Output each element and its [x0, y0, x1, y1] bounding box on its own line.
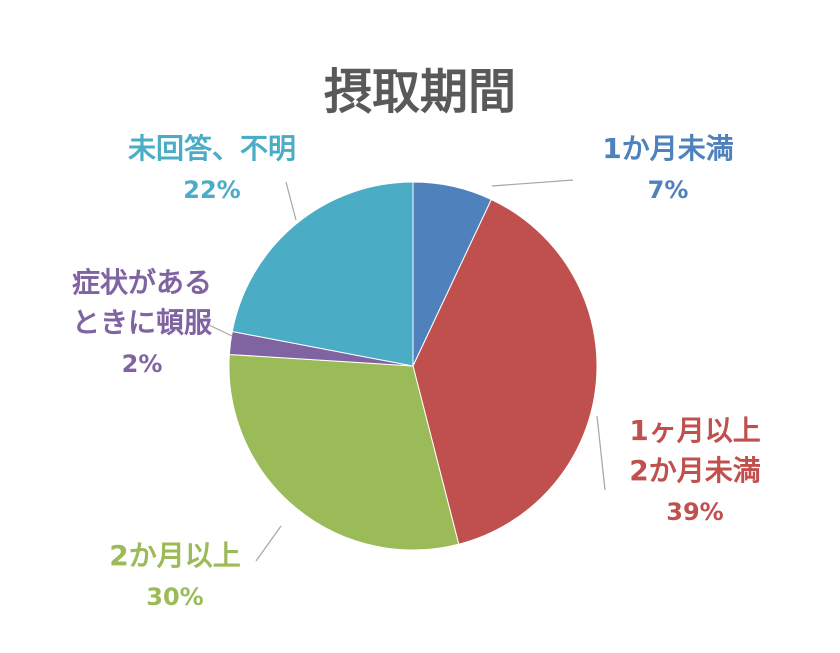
leader-line-2	[596, 415, 606, 491]
data-label-name: 1ヶ月以上	[629, 414, 760, 447]
leader-line-5	[285, 181, 297, 221]
data-label-percent: 22%	[183, 176, 240, 204]
pie-slice-5	[231, 181, 414, 367]
chart-title: 摂取期間	[324, 64, 516, 120]
data-label-name: 2か月以上	[109, 539, 240, 572]
pie-slice-3	[228, 353, 460, 551]
data-label-percent: 7%	[648, 176, 689, 204]
data-label-name: ときに頓服	[72, 306, 213, 339]
data-label-name: 症状がある	[72, 266, 212, 299]
leader-line-4	[208, 324, 233, 337]
leader-line-3	[255, 525, 282, 562]
data-label-percent: 30%	[146, 583, 203, 611]
data-label-percent: 2%	[122, 350, 163, 378]
leader-line-1	[491, 179, 574, 187]
pie-slice-2	[412, 198, 598, 545]
data-label-name: 未回答、不明	[128, 132, 296, 165]
data-label-name: 2か月未満	[629, 454, 760, 487]
data-label-name: 1か月未満	[602, 132, 733, 165]
data-label-percent: 39%	[666, 498, 723, 526]
